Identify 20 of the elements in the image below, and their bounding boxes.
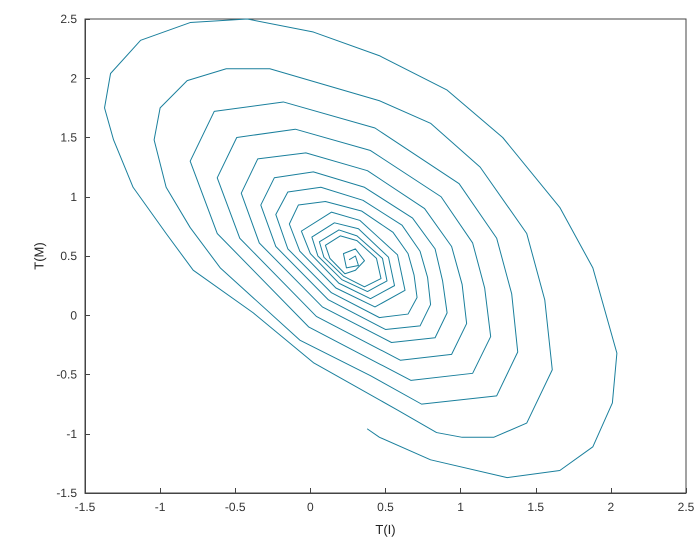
line-series <box>104 18 618 478</box>
x-tick-label: 1.5 <box>527 500 544 514</box>
x-axis-title: T(I) <box>375 522 396 537</box>
x-tick-label: 2.5 <box>678 500 695 514</box>
y-tick-label: 1 <box>70 190 78 204</box>
x-tick-label: 0.5 <box>377 500 394 514</box>
y-tick-label: 0.5 <box>60 249 78 263</box>
y-tick-label: 2.5 <box>60 12 78 26</box>
x-tick-label: -0.5 <box>224 500 246 514</box>
y-tick-label: -1.5 <box>56 486 78 500</box>
x-tick-label: 1 <box>457 500 464 514</box>
y-tick-label: -1 <box>66 426 78 441</box>
y-tick-label: -0.5 <box>56 368 78 382</box>
x-tick-label: 2 <box>608 500 615 514</box>
y-tick-label: 1.5 <box>60 130 78 144</box>
x-tick-label: -1 <box>154 500 166 514</box>
y-tick-label: 0 <box>70 308 78 322</box>
y-axis-title: T(M) <box>31 242 46 270</box>
x-tick-label: 0 <box>307 500 314 514</box>
y-tick-label: 2 <box>70 71 78 86</box>
